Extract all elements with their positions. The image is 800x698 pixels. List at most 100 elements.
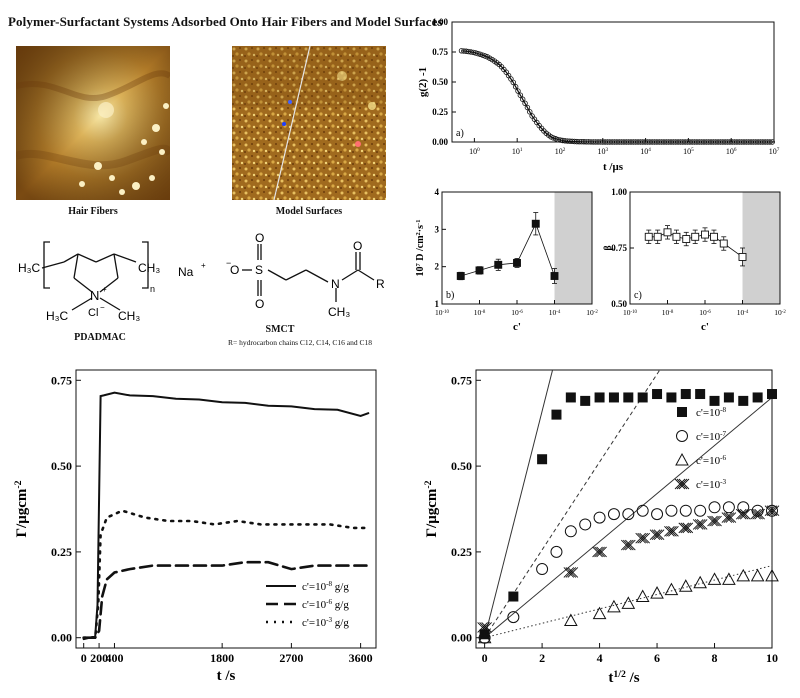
x-stroke	[739, 508, 751, 520]
svg-text:H₃C: H₃C	[46, 309, 69, 323]
svg-text:CH₃: CH₃	[328, 305, 350, 319]
y-tick-label: 0.00	[451, 631, 472, 645]
data-point	[678, 579, 693, 592]
data-point	[456, 272, 465, 280]
data-point	[564, 525, 577, 538]
svg-text:O: O	[255, 297, 264, 311]
x-stroke	[674, 478, 686, 490]
svg-text:−: −	[226, 258, 231, 268]
x-tick-label: 4	[597, 651, 603, 665]
hair-fibers-caption: Hair Fibers	[68, 206, 118, 217]
pdadmac-structure: H₃C CH₃ n N + H₃C CH₃ Cl −	[14, 232, 184, 328]
data-point	[693, 575, 707, 589]
panel-label: b)	[446, 290, 454, 301]
x-axis-label: t1/2 /s	[608, 669, 639, 687]
x-stroke	[565, 567, 577, 578]
y-tick-label: 0.75	[51, 373, 72, 387]
data-point	[709, 232, 718, 241]
data-point	[622, 508, 635, 521]
svg-text:N: N	[331, 277, 340, 291]
data-point	[722, 501, 735, 514]
svg-text:+: +	[102, 285, 107, 294]
x-tick-label: 3600	[349, 651, 373, 665]
plot-frame	[451, 21, 775, 143]
data-point	[692, 519, 708, 530]
data-point	[531, 219, 540, 228]
x-stroke	[651, 529, 663, 541]
x-stroke	[711, 515, 722, 527]
data-point	[592, 546, 607, 558]
smct-note: R= hydrocarbon chains C12, C14, C16 and …	[227, 338, 372, 347]
data-point	[707, 515, 722, 527]
legend-label: c'=10-6	[696, 454, 726, 467]
chart-beta: 0.50 0.75 1.00 10-10 10-8 10-6 10-4 10-2 c) c' β	[603, 187, 786, 333]
data-point	[737, 501, 750, 514]
x-stroke	[639, 532, 650, 544]
y-tick-label: 3	[435, 224, 440, 234]
x-stroke	[479, 622, 490, 633]
x-stroke	[678, 478, 690, 490]
data-point	[593, 511, 606, 524]
x-stroke	[653, 529, 665, 541]
x-tick-label: 104	[640, 147, 651, 156]
data-point	[652, 389, 663, 400]
data-point	[663, 228, 672, 237]
data-point	[666, 392, 677, 403]
data-point	[764, 505, 780, 517]
y-tick-label: 0.00	[432, 137, 448, 147]
x-stroke	[696, 519, 708, 530]
data-point	[507, 611, 520, 624]
connecting-line	[648, 231, 743, 258]
data-point	[550, 135, 557, 141]
x-tick-label: 106	[726, 147, 737, 156]
x-stroke	[707, 515, 718, 527]
data-point	[510, 79, 516, 86]
x-stroke	[620, 539, 632, 551]
data-point	[536, 563, 549, 576]
x-stroke	[668, 525, 679, 537]
data-point	[524, 104, 531, 111]
data-point	[679, 504, 692, 517]
y-tick-label: 1.00	[611, 187, 627, 197]
data-point	[470, 49, 476, 56]
legend-label: c'=10-8	[696, 406, 726, 419]
x-tick-label: 6	[654, 651, 660, 665]
data-point	[477, 622, 492, 633]
data-point	[701, 230, 709, 239]
y-tick-label: 0.50	[432, 77, 448, 87]
data-point	[678, 522, 694, 534]
svg-text:O: O	[230, 263, 239, 277]
x-axis-label: t /μs	[603, 161, 624, 173]
x-tick-label: 10-4	[737, 308, 749, 317]
svg-text:CH₃: CH₃	[118, 309, 140, 323]
x-tick-label: 1800	[210, 651, 234, 665]
data-point	[682, 235, 691, 243]
x-stroke	[766, 505, 778, 517]
data-point	[650, 586, 664, 599]
fit-line	[484, 565, 772, 639]
data-point	[607, 599, 621, 613]
x-tick-label: 10-10	[435, 308, 450, 317]
data-point	[472, 50, 479, 56]
data-point	[515, 88, 521, 94]
x-tick-label: 2700	[279, 651, 303, 665]
data-point	[722, 572, 736, 585]
data-point	[512, 84, 519, 90]
x-stroke	[694, 519, 706, 530]
data-point	[482, 53, 488, 59]
y-axis-label: 107 D /cm2·s-1	[415, 220, 427, 277]
r-label: R	[376, 277, 385, 291]
data-point	[477, 51, 484, 58]
y-axis-label: g(2) -1	[417, 67, 429, 97]
x-stroke	[622, 539, 634, 551]
series-line	[82, 391, 370, 641]
hair-fibers-image	[14, 46, 174, 200]
x-tick-label: 10-8	[474, 308, 486, 317]
legend-marker	[674, 478, 690, 490]
svg-text:−: −	[100, 303, 105, 312]
data-point	[592, 606, 607, 620]
legend-label: c'=10-6 g/g	[302, 598, 349, 611]
data-point	[752, 392, 763, 403]
x-tick-label: 10-2	[586, 308, 598, 317]
x-stroke	[721, 512, 733, 523]
